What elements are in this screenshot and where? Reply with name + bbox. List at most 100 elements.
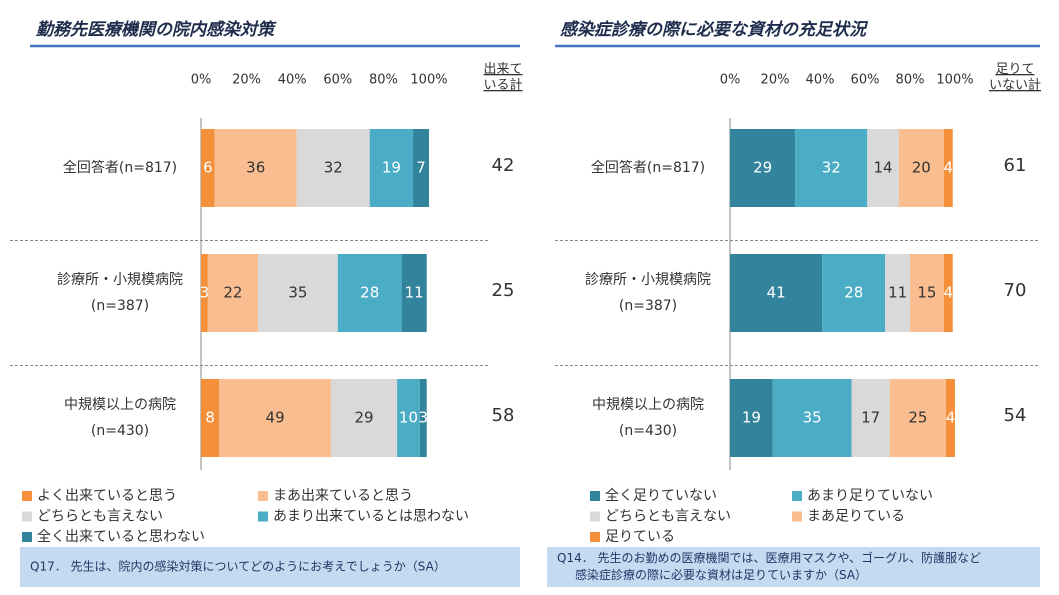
legend-label: 全く足りていない: [605, 487, 717, 504]
value-label: 4: [943, 284, 953, 302]
value-label: 19: [382, 159, 401, 177]
question-box: [20, 547, 520, 587]
legend-swatch: [258, 511, 268, 522]
legend-label: まあ足りている: [807, 509, 905, 525]
x-tick-label: 100%: [936, 73, 973, 88]
bar-segment: [898, 129, 944, 207]
total-value: 58: [492, 405, 515, 426]
bar-segment: [910, 254, 944, 332]
bar-segment: [730, 379, 773, 457]
x-tick-label: 20%: [761, 73, 790, 88]
legend-swatch: [22, 491, 32, 501]
x-tick-label: 80%: [896, 73, 925, 88]
value-label: 49: [266, 409, 285, 427]
x-tick-label: 100%: [410, 73, 447, 88]
category-label: 中規模以上の病院(n=430): [64, 397, 176, 439]
bar-segment: [369, 129, 414, 207]
bar-segment: [201, 254, 208, 332]
legend-swatch: [590, 511, 600, 522]
value-label: 15: [917, 284, 936, 302]
value-label: 29: [354, 409, 373, 427]
legend-label: よく出来ていると思う: [37, 488, 177, 504]
question-text: 感染症診療の際に必要な資材は足りていますか（SA）: [575, 567, 867, 582]
legend-label: 全く出来ていると思わない: [37, 528, 205, 545]
total-header: 出来ている計: [483, 62, 522, 93]
value-label: 32: [822, 159, 841, 177]
value-label: 41: [767, 284, 786, 302]
legend-swatch: [22, 532, 32, 542]
x-tick-label: 80%: [369, 73, 398, 88]
bar-segment: [730, 129, 796, 207]
bar-segment: [401, 254, 427, 332]
value-label: 8: [205, 409, 215, 427]
x-tick-label: 20%: [232, 73, 261, 88]
total-value: 70: [1004, 280, 1027, 301]
value-label: 10: [399, 409, 418, 427]
x-tick-label: 60%: [851, 73, 880, 88]
category-label: 全回答者(n=817): [591, 159, 705, 176]
bar-segment: [201, 379, 220, 457]
question-box: [547, 547, 1040, 587]
bar-segment: [943, 254, 953, 332]
value-label: 28: [360, 284, 379, 302]
bar-segment: [867, 129, 899, 207]
bar-segment: [219, 379, 331, 457]
bar-segment: [889, 379, 946, 457]
category-label: 診療所・小規模病院(n=387): [57, 271, 183, 314]
bar-segment: [730, 254, 823, 332]
category-label: 中規模以上の病院(n=430): [592, 397, 704, 439]
question-text: Q14． 先生のお勤めの医療機関では、医療用マスクや、ゴーグル、防護服など: [557, 550, 981, 565]
total-value: 61: [1004, 155, 1027, 176]
value-label: 6: [203, 159, 213, 177]
bar-segment: [201, 129, 215, 207]
value-label: 14: [873, 159, 892, 177]
chart-title: 勤務先医療機関の院内感染対策: [36, 20, 277, 40]
bar-segment: [885, 254, 910, 332]
value-label: 17: [861, 409, 880, 427]
bar-segment: [772, 379, 852, 457]
question-text: Q17． 先生は、院内の感染対策についてどのようにお考えでしょうか（SA）: [30, 559, 446, 574]
bar-segment: [413, 129, 429, 207]
bar-segment: [946, 379, 955, 457]
bar-segment: [214, 129, 297, 207]
total-header: 足りていない計: [989, 62, 1041, 93]
bar-segment: [337, 254, 402, 332]
bar-segment: [258, 254, 338, 332]
value-label: 4: [943, 159, 953, 177]
value-label: 25: [908, 409, 927, 427]
legend-label: どちらとも言えない: [37, 509, 163, 525]
bar-segment: [795, 129, 868, 207]
value-label: 35: [288, 284, 307, 302]
legend-swatch: [792, 491, 802, 501]
value-label: 28: [844, 284, 863, 302]
legend-label: あまり出来ているとは思わない: [273, 509, 469, 525]
value-label: 35: [803, 409, 822, 427]
value-label: 7: [416, 159, 426, 177]
bar-segment: [330, 379, 398, 457]
legend-swatch: [258, 491, 268, 501]
x-tick-label: 40%: [278, 73, 307, 88]
legend-swatch: [590, 491, 600, 501]
value-label: 11: [888, 284, 907, 302]
value-label: 4: [946, 409, 956, 427]
value-label: 29: [753, 159, 772, 177]
bar-segment: [943, 129, 953, 207]
value-label: 3: [419, 409, 429, 427]
total-value: 42: [492, 155, 515, 176]
bar-segment: [397, 379, 420, 457]
bar-segment: [419, 379, 427, 457]
bar-segment: [207, 254, 258, 332]
bar-segment: [822, 254, 886, 332]
total-value: 25: [492, 280, 515, 301]
value-label: 22: [223, 284, 242, 302]
value-label: 36: [246, 159, 265, 177]
value-label: 32: [324, 159, 343, 177]
legend-swatch: [22, 511, 32, 522]
bar-segment: [851, 379, 890, 457]
category-label: 全回答者(n=817): [63, 159, 177, 176]
legend-swatch: [590, 532, 600, 542]
total-value: 54: [1004, 405, 1027, 426]
x-tick-label: 0%: [191, 73, 212, 88]
legend-label: どちらとも言えない: [605, 509, 731, 525]
